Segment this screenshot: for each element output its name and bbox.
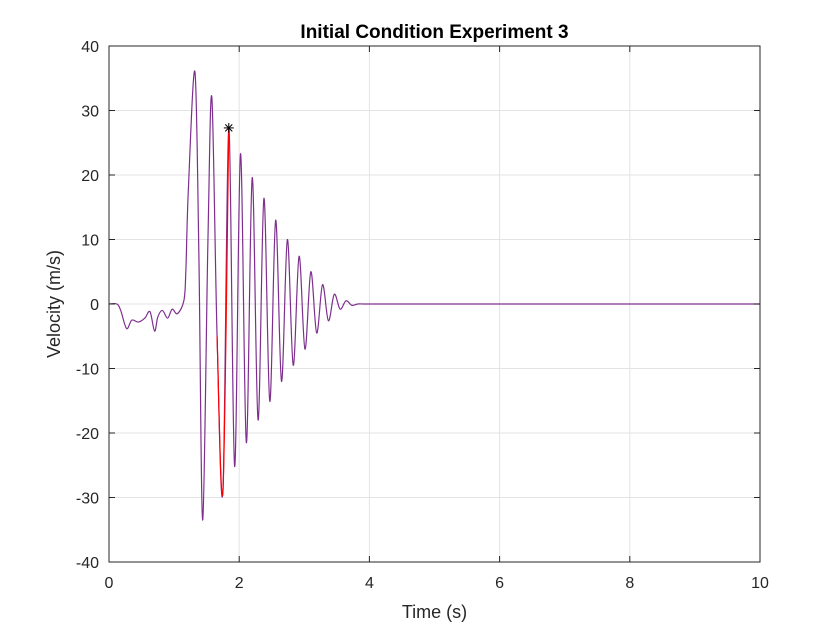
y-axis-label: Velocity (m/s) bbox=[44, 250, 64, 358]
y-tick-label: -10 bbox=[76, 362, 99, 379]
x-tick-label: 0 bbox=[105, 575, 114, 592]
velocity-line bbox=[108, 70, 760, 521]
y-tick-label: -40 bbox=[76, 555, 99, 572]
annotations bbox=[223, 122, 234, 133]
series-lines bbox=[108, 70, 760, 521]
x-tick-label: 2 bbox=[235, 575, 244, 592]
ticks: 0 2 4 6 8 10 -40 -30 -20 -10 0 10 20 30 40 bbox=[76, 39, 769, 592]
y-tick-label: -30 bbox=[76, 491, 99, 508]
highlighted-segment bbox=[216, 127, 230, 497]
x-tick-label: 4 bbox=[365, 575, 374, 592]
x-tick-label: 10 bbox=[751, 575, 769, 592]
y-tick-label: 10 bbox=[81, 233, 99, 250]
y-tick-label: -20 bbox=[76, 426, 99, 443]
y-tick-label: 40 bbox=[81, 39, 99, 56]
chart-title: Initial Condition Experiment 3 bbox=[300, 22, 568, 43]
y-tick-label: 30 bbox=[81, 104, 99, 121]
x-axis-label: Time (s) bbox=[402, 602, 467, 622]
x-tick-label: 8 bbox=[625, 575, 634, 592]
peak-marker bbox=[223, 122, 234, 133]
y-tick-label: 0 bbox=[90, 297, 99, 314]
x-tick-label: 6 bbox=[495, 575, 504, 592]
y-tick-label: 20 bbox=[81, 168, 99, 185]
